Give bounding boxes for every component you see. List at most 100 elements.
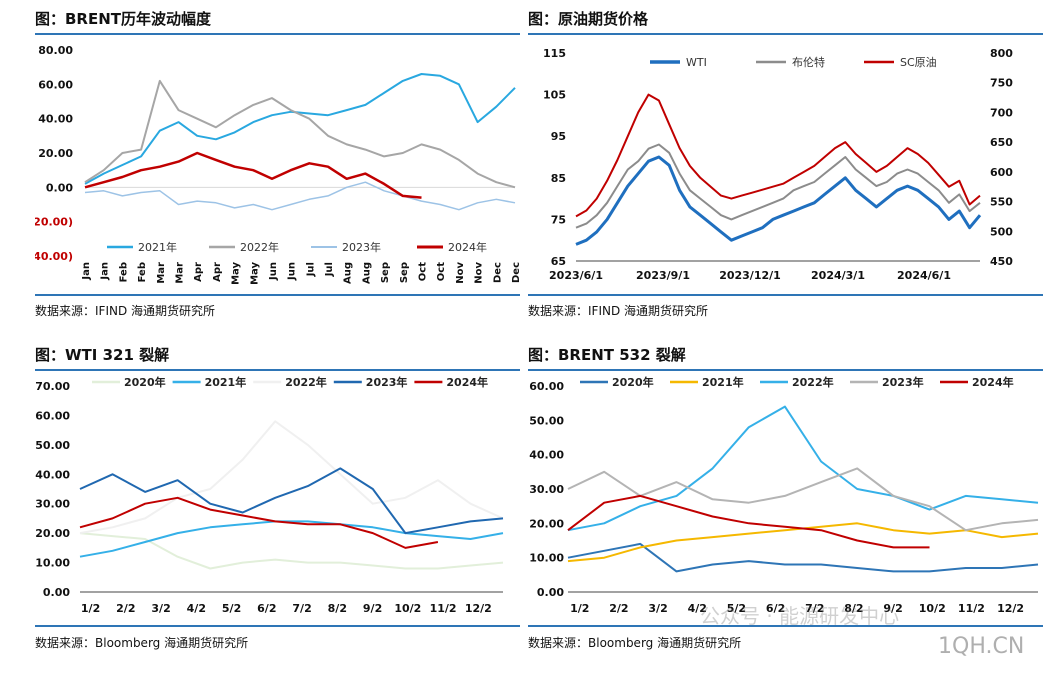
x-tick-label: Dec [511, 262, 520, 283]
panel-title: 图：WTI 321 裂解 [35, 346, 170, 364]
x-tick-label: 2024/3/1 [811, 269, 865, 282]
title-rule [35, 369, 520, 371]
x-tick-label: Apr [212, 262, 223, 282]
y-tick-label: 20.00 [35, 527, 70, 540]
series-line [79, 532, 504, 570]
panel-title: 图：BRENT 532 裂解 [528, 346, 686, 364]
x-tick-label: 9/2 [363, 602, 382, 615]
y-tick-label-left: 75 [551, 213, 566, 226]
x-tick-label: Sep [380, 262, 391, 283]
y-tick-label-right: 750 [990, 77, 1013, 90]
x-tick-label: 2023/12/1 [719, 269, 781, 282]
source-note: 数据来源：IFIND 海通期货研究所 [35, 304, 216, 318]
y-tick-label: (40.00) [35, 250, 73, 263]
y-tick-label-left: 115 [543, 47, 566, 60]
y-tick-label-left: 95 [551, 130, 566, 143]
legend-label: 2022年 [792, 375, 834, 389]
source-note: 数据来源：IFIND 海通期货研究所 [528, 304, 709, 318]
x-tick-label: 2023/6/1 [549, 269, 603, 282]
legend-label: 2021年 [702, 375, 744, 389]
x-tick-label: 4/2 [187, 602, 206, 615]
y-tick-label: 70.00 [35, 380, 70, 393]
y-tick-label: 10.00 [529, 552, 564, 565]
x-tick-label: Apr [193, 262, 204, 282]
x-tick-label: Jan [81, 262, 92, 281]
source-rule [35, 625, 520, 627]
y-tick-label-left: 105 [543, 89, 566, 102]
x-tick-label: Jun [287, 262, 298, 281]
y-tick-label: 60.00 [38, 78, 73, 91]
y-tick-label: 40.00 [529, 449, 564, 462]
title-rule [528, 33, 1043, 35]
y-tick-label-right: 650 [990, 136, 1013, 149]
y-tick-label: 30.00 [529, 483, 564, 496]
series-line [567, 542, 1039, 573]
y-tick-label: 40.00 [38, 113, 73, 126]
x-tick-label: 10/2 [394, 602, 421, 615]
x-tick-label: 10/2 [919, 602, 946, 615]
series-line [84, 181, 516, 211]
x-tick-label: Aug [343, 262, 354, 284]
y-tick-label: (20.00) [35, 216, 73, 229]
series-line [84, 79, 516, 189]
x-tick-label: 5/2 [222, 602, 241, 615]
y-tick-label: 10.00 [35, 557, 70, 570]
panel-crude-futures: 图：原油期货价格 115 105 95 85 75 65 800 750 700 650 600 55… [528, 8, 1048, 328]
x-tick-label: Feb [118, 262, 129, 282]
y-tick-label: 0.00 [46, 181, 73, 194]
x-tick-label: Feb [137, 262, 148, 282]
series-line [79, 496, 439, 549]
site-watermark: 1QH.CN [938, 634, 1025, 659]
y-tick-label: 20.00 [529, 517, 564, 530]
series-line [84, 73, 516, 185]
series-line [79, 520, 504, 558]
legend-label: WTI [686, 56, 707, 69]
title-rule [528, 369, 1043, 371]
legend-label: 2024年 [972, 375, 1014, 389]
x-tick-label: 9/2 [883, 602, 902, 615]
panel-wti-321-crack: 图：WTI 321 裂解 70.00 60.00 50.00 40.00 30.00 20… [35, 344, 520, 664]
y-tick-label-right: 600 [990, 166, 1013, 179]
x-tick-label: 5/2 [727, 602, 746, 615]
x-tick-label: 12/2 [465, 602, 492, 615]
x-tick-label: 11/2 [430, 602, 457, 615]
source-note: 数据来源：Bloomberg 海通期货研究所 [35, 636, 249, 650]
legend-label: 2023年 [366, 375, 408, 389]
y-tick-label: 30.00 [35, 498, 70, 511]
x-tick-label: Sep [399, 262, 410, 283]
y-tick-label: 60.00 [35, 409, 70, 422]
series-line [567, 405, 1039, 532]
brent-532-chart: 60.00 50.00 40.00 30.00 20.00 10.00 0.00 1/2 2/2… [529, 375, 1039, 615]
source-rule [528, 625, 1043, 627]
x-tick-label: Dec [492, 262, 503, 283]
y-tick-label: 0.00 [43, 586, 70, 599]
x-tick-label: 2024/6/1 [897, 269, 951, 282]
series-line [575, 93, 981, 218]
series-line [567, 494, 930, 549]
panel-title: 图：BRENT历年波动幅度 [35, 10, 212, 28]
x-tick-label: Jun [268, 262, 279, 281]
y-tick-label-right: 550 [990, 196, 1013, 209]
x-tick-label: 1/2 [570, 602, 589, 615]
x-tick-label: 8/2 [844, 602, 863, 615]
panel-title: 图：原油期货价格 [528, 10, 649, 28]
series-line [79, 420, 504, 535]
y-tick-label-right: 500 [990, 225, 1013, 238]
legend-label: 2024年 [446, 375, 488, 389]
source-note: 数据来源：Bloomberg 海通期货研究所 [528, 636, 742, 650]
x-tick-label: Jul [324, 262, 335, 277]
series-line [79, 467, 504, 535]
wechat-watermark: 公众号 · 能源研发中心 [700, 604, 900, 628]
source-rule [528, 294, 1043, 296]
source-rule [35, 294, 520, 296]
y-tick-label-left: 65 [551, 255, 566, 268]
x-tick-label: 3/2 [151, 602, 170, 615]
x-tick-label: 7/2 [805, 602, 824, 615]
legend-label: 布伦特 [792, 55, 825, 69]
x-tick-label: Mar [156, 262, 167, 284]
y-tick-label: 50.00 [529, 414, 564, 427]
x-tick-label: Aug [361, 262, 372, 284]
legend-label: 2023年 [342, 240, 381, 254]
x-tick-label: May [249, 262, 260, 285]
y-tick-label-left: 85 [551, 172, 566, 185]
